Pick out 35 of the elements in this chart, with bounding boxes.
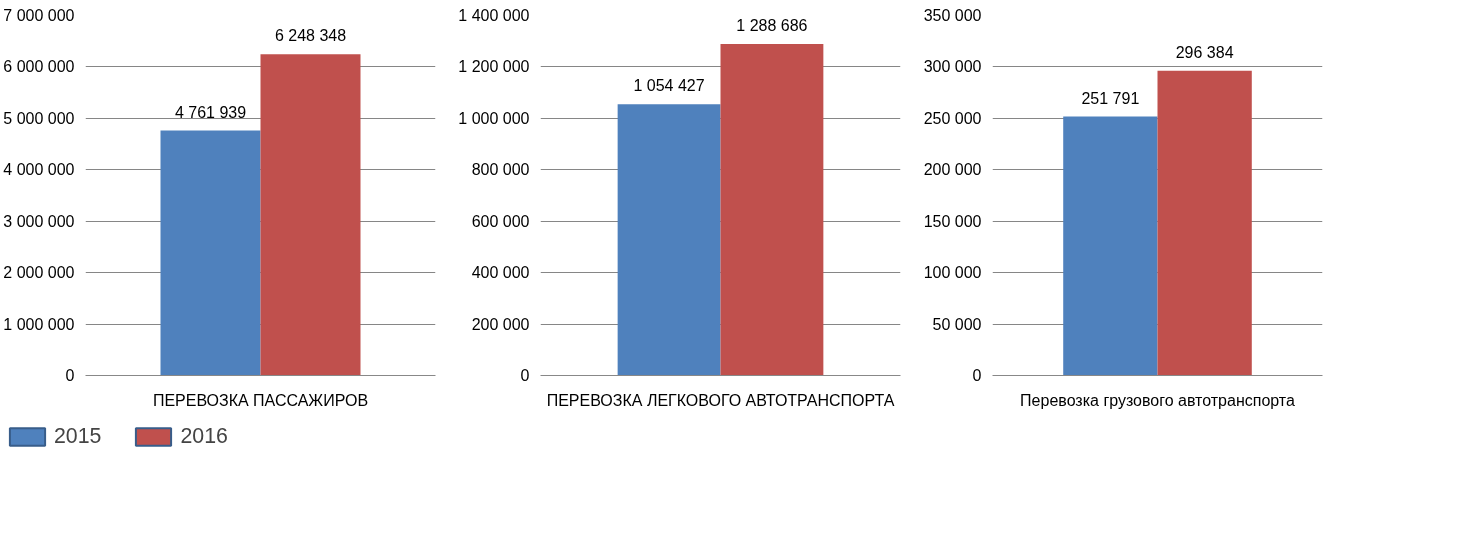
y-tick-label: 0 [65,367,75,384]
y-tick-label: 6 000 000 [3,58,75,76]
y-tick-label: 5 000 000 [3,109,75,127]
y-tick-label: 1 000 000 [458,109,530,127]
y-tick-label: 7 000 000 [3,7,75,24]
y-tick-label: 1 400 000 [458,7,530,24]
text: 251 791 [1081,89,1140,107]
y-tick-label: 100 000 [923,264,982,282]
y-tick-label: 350 000 [923,7,982,24]
y-tick-label: 200 000 [471,315,530,333]
y-tick-label: 600 000 [471,212,530,230]
text: 4 761 939 [174,103,247,121]
y-tick-label: 1 200 000 [458,58,530,76]
y-tick-label: 400 000 [471,264,530,282]
x-tick-label: ПЕРЕВОЗКА ЛЕГКОВОГО АВТОТРАНСПОРТА [546,391,895,409]
y-tick-label: 1 000 000 [3,315,75,333]
y-tick-label: 200 000 [923,161,982,179]
text: 296 384 [1175,43,1234,61]
legend-label: 2016 [180,423,228,449]
text: 1 288 686 [736,17,808,35]
y-tick-label: 3 000 000 [3,212,75,230]
text: 1 054 427 [633,77,705,95]
y-tick-label: 4 000 000 [3,161,75,179]
y-tick-label: 2 000 000 [3,264,75,282]
y-tick-label: 300 000 [923,58,982,76]
text: 6 248 348 [274,27,347,45]
y-tick-label: 150 000 [923,212,982,230]
y-tick-label: 0 [520,367,530,384]
y-tick-label: 800 000 [471,161,530,179]
x-tick-label: Перевозка грузового автотранспорта [1020,391,1295,409]
legend-label: 2015 [54,423,102,449]
y-tick-label: 0 [972,367,982,384]
y-tick-label: 250 000 [923,109,982,127]
y-tick-label: 50 000 [932,315,982,333]
x-tick-label: ПЕРЕВОЗКА ПАССАЖИРОВ [152,391,369,409]
